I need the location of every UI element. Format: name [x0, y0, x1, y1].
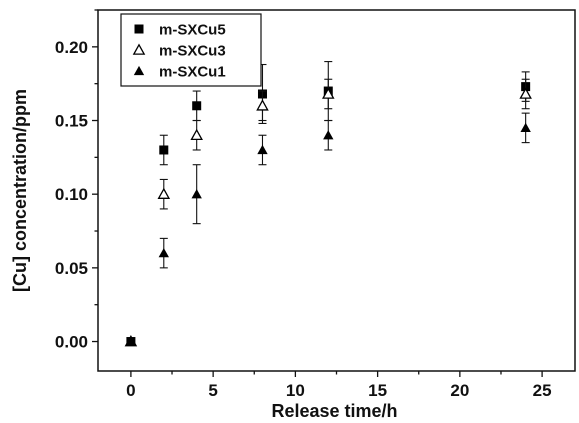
y-tick-label: 0.10	[55, 185, 88, 204]
y-axis-ticks: 0.00 0.05 0.10 0.15 0.20	[55, 9, 98, 352]
y-tick-label: 0.00	[55, 333, 88, 352]
data-point	[323, 130, 334, 140]
series-m-sxcu1	[125, 112, 531, 346]
y-tick-label: 0.05	[55, 259, 88, 278]
legend-label: m-SXCu5	[159, 22, 226, 39]
data-point	[192, 101, 202, 111]
y-axis-title: [Cu] concentration/ppm	[10, 89, 30, 292]
x-tick-label: 20	[450, 381, 469, 400]
series-layer	[124, 61, 532, 347]
legend-box	[120, 13, 262, 87]
legend-marker	[132, 43, 146, 55]
x-tick-label: 0	[126, 381, 135, 400]
legend-label: m-SXCu1	[159, 64, 226, 81]
data-point	[158, 247, 169, 258]
y-tick-label: 0.15	[55, 112, 88, 131]
x-tick-label: 15	[368, 381, 387, 400]
x-axis-title: Release time/h	[271, 401, 397, 421]
legend-label: m-SXCu3	[159, 43, 226, 60]
data-point	[519, 87, 532, 99]
data-point	[190, 128, 203, 141]
x-tick-label: 25	[533, 381, 552, 400]
y-tick-label: 0.20	[55, 38, 88, 57]
x-axis-ticks: 0 5 10 15 20 25	[126, 371, 552, 400]
data-point	[159, 145, 169, 155]
x-tick-label: 10	[286, 381, 305, 400]
x-tick-label: 5	[208, 381, 217, 400]
data-point	[321, 87, 335, 99]
data-point	[125, 336, 137, 346]
data-point	[256, 99, 269, 111]
legend-marker	[134, 24, 144, 34]
legend-marker	[133, 65, 145, 76]
data-point	[157, 187, 171, 199]
data-point	[257, 144, 268, 155]
data-point	[191, 189, 202, 199]
legend: m-SXCu5 m-SXCu3 m-SXCu1	[120, 13, 262, 87]
data-point	[520, 122, 531, 133]
